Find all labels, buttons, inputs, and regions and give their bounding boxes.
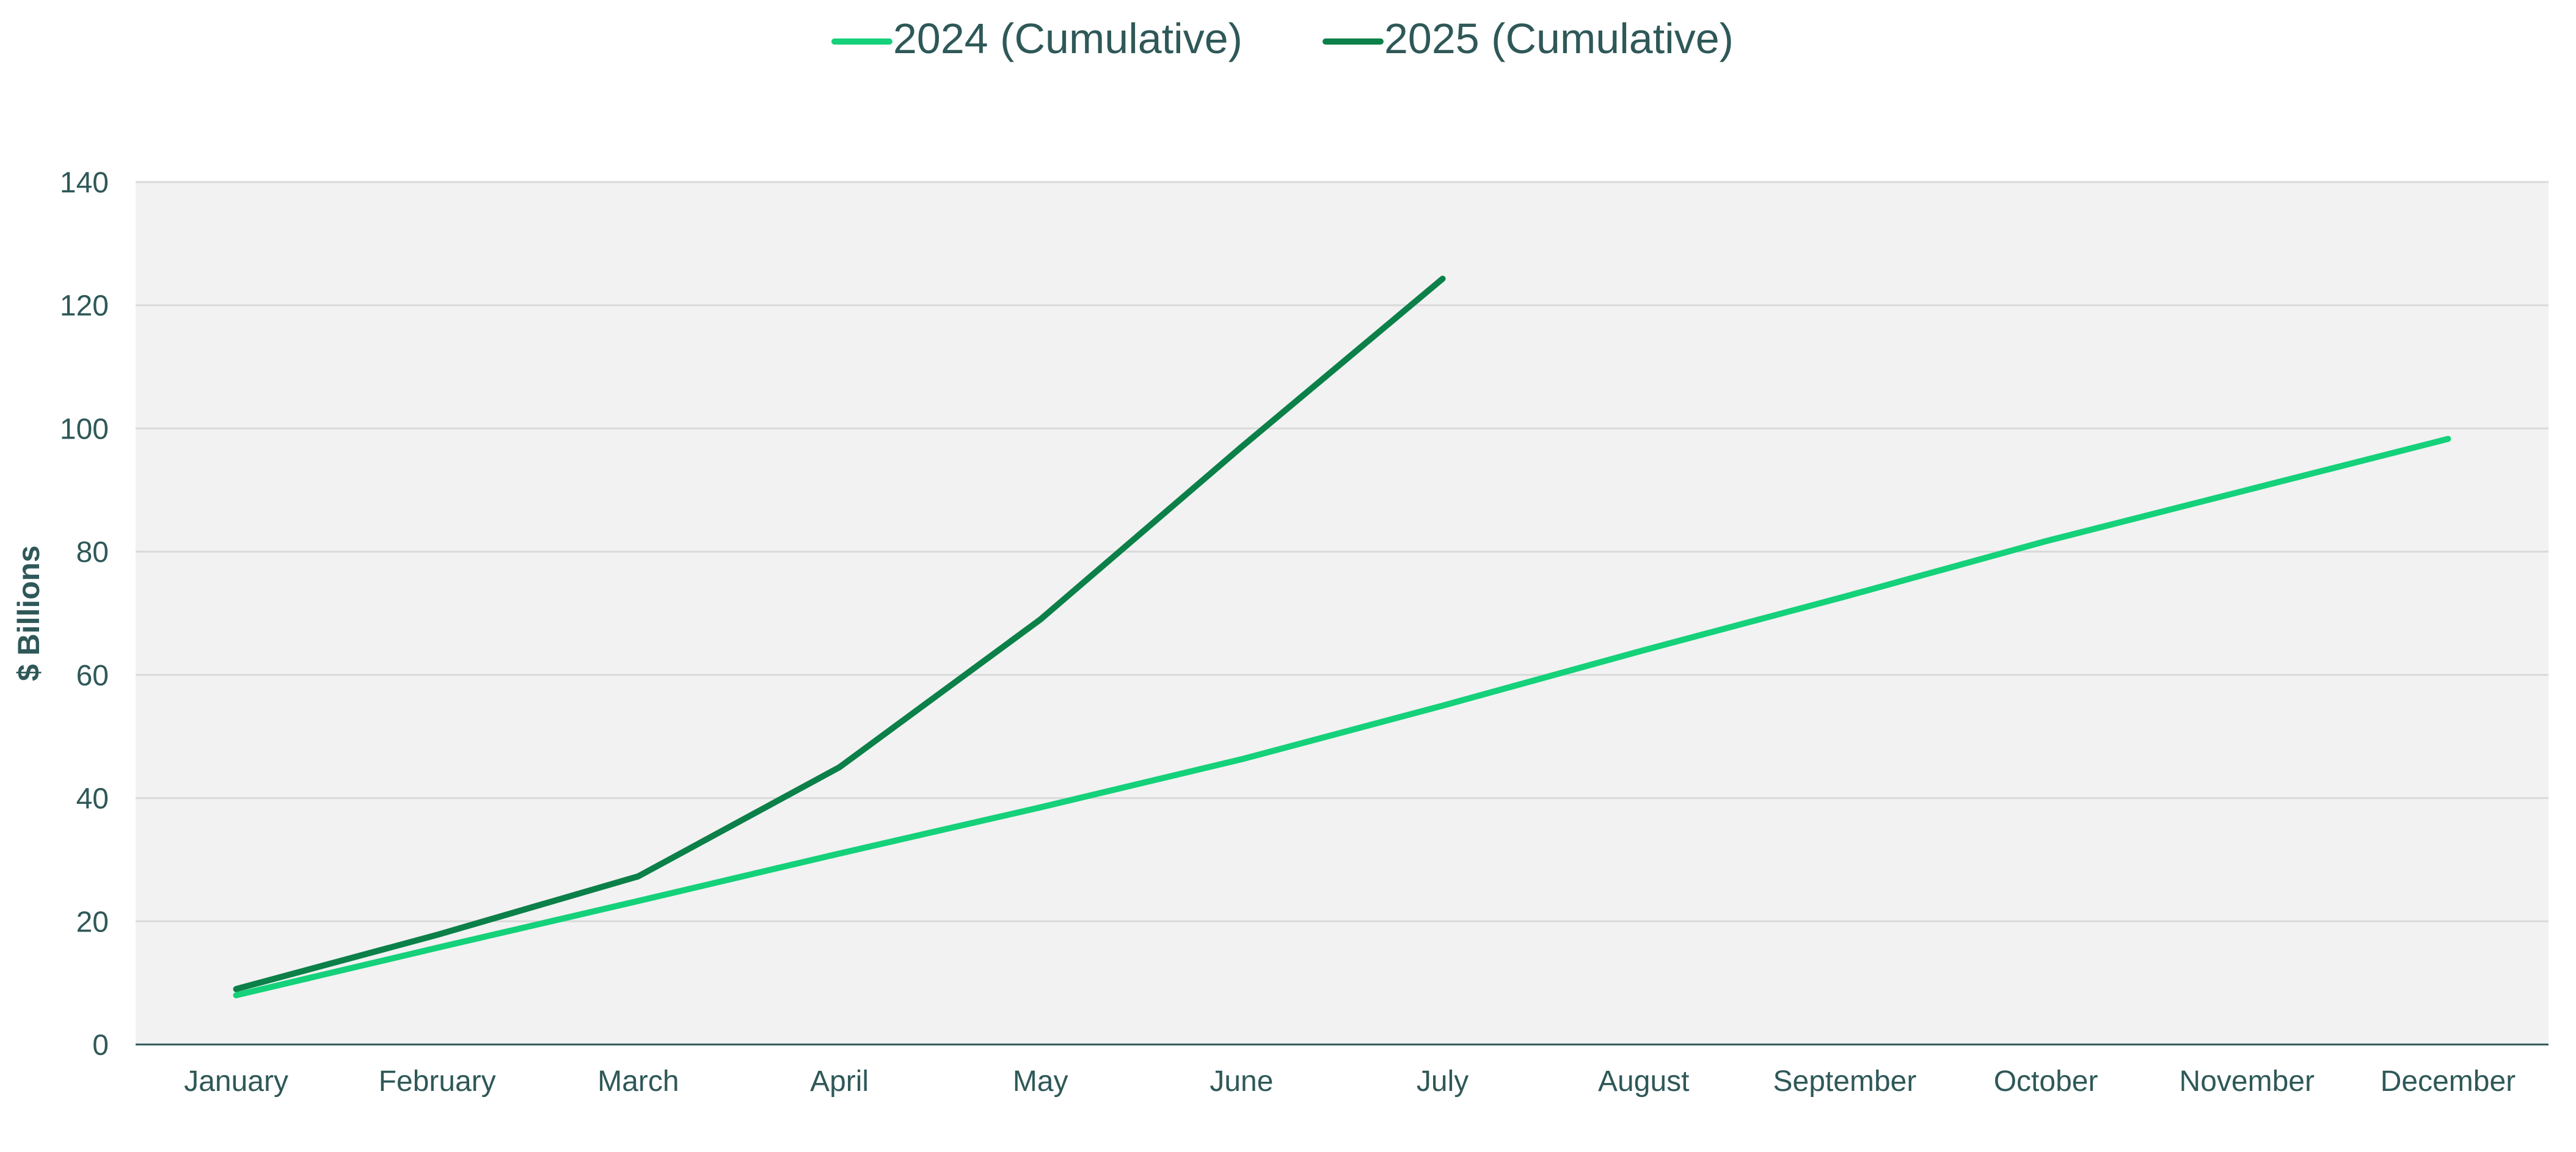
series-line-2025 xyxy=(233,275,1446,993)
x-tick-label: February xyxy=(379,1065,496,1098)
x-tick-label: May xyxy=(1013,1065,1068,1098)
x-tick-label: July xyxy=(1417,1065,1469,1098)
legend-label: 2025 (Cumulative) xyxy=(1384,15,1734,62)
legend-label: 2024 (Cumulative) xyxy=(893,15,1242,62)
y-axis-ticks: 0 20 40 60 80 100 120 140 xyxy=(60,167,109,1062)
y-tick-label: 140 xyxy=(60,167,109,199)
x-tick-label: January xyxy=(184,1065,288,1098)
plot-background xyxy=(136,182,2549,1044)
y-axis-label: $ Billions xyxy=(12,545,46,681)
x-tick-label: October xyxy=(1994,1065,2098,1098)
y-tick-label: 0 xyxy=(92,1029,109,1062)
series-lines xyxy=(233,275,2451,999)
x-tick-label: April xyxy=(810,1065,869,1098)
y-tick-label: 20 xyxy=(76,906,109,938)
x-tick-label: August xyxy=(1598,1065,1689,1098)
x-tick-label: March xyxy=(597,1065,679,1098)
series-line-2024 xyxy=(233,436,2451,999)
y-tick-label: 100 xyxy=(60,413,109,445)
x-axis-ticks: January February March April May June July Augu… xyxy=(184,1065,2516,1098)
legend: 2024 (Cumulative) 2025 (Cumulative) xyxy=(831,15,1734,62)
x-tick-label: December xyxy=(2381,1065,2516,1098)
y-tick-label: 80 xyxy=(76,536,109,569)
x-tick-label: September xyxy=(1773,1065,1917,1098)
y-tick-label: 40 xyxy=(76,783,109,815)
y-tick-label: 60 xyxy=(76,660,109,692)
x-tick-label: November xyxy=(2180,1065,2315,1098)
x-tick-label: June xyxy=(1210,1065,1273,1098)
y-tick-label: 120 xyxy=(60,290,109,323)
